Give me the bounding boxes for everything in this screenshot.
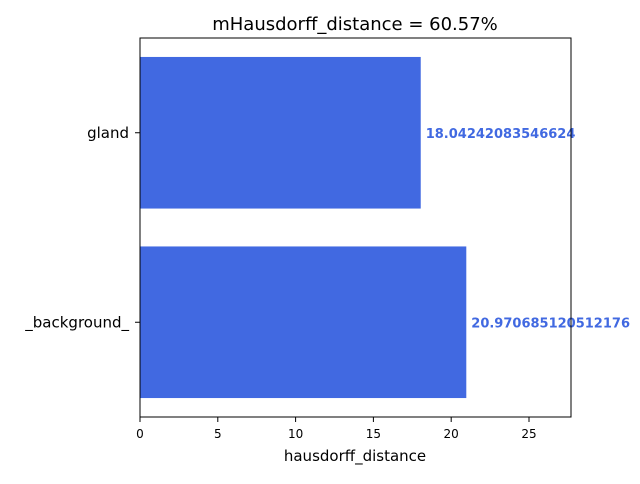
bars-layer bbox=[140, 56, 467, 399]
x-tick-label: 5 bbox=[214, 427, 222, 441]
x-tick-label: 15 bbox=[366, 427, 381, 441]
x-tick-label: 20 bbox=[444, 427, 459, 441]
x-tick-label: 0 bbox=[136, 427, 144, 441]
chart-title: mHausdorff_distance = 60.57% bbox=[212, 14, 498, 35]
data-label: 20.970685120512176 bbox=[471, 316, 630, 331]
x-tick-label: 10 bbox=[288, 427, 303, 441]
y-tick-label: _background_ bbox=[24, 313, 129, 332]
y-axis-ticks: gland _background_ bbox=[24, 124, 140, 332]
plot-frame bbox=[139, 37, 572, 418]
x-axis-ticks: 0 5 10 15 20 25 bbox=[136, 417, 537, 441]
data-label: 18.04242083546624 bbox=[426, 127, 576, 142]
bar-background bbox=[140, 246, 467, 399]
x-tick-label: 25 bbox=[521, 427, 536, 441]
x-axis-label: hausdorff_distance bbox=[284, 447, 426, 466]
y-tick-label: gland bbox=[87, 124, 129, 142]
bar-gland bbox=[140, 56, 421, 209]
data-labels-layer: 18.04242083546624 20.970685120512176 bbox=[426, 127, 630, 332]
